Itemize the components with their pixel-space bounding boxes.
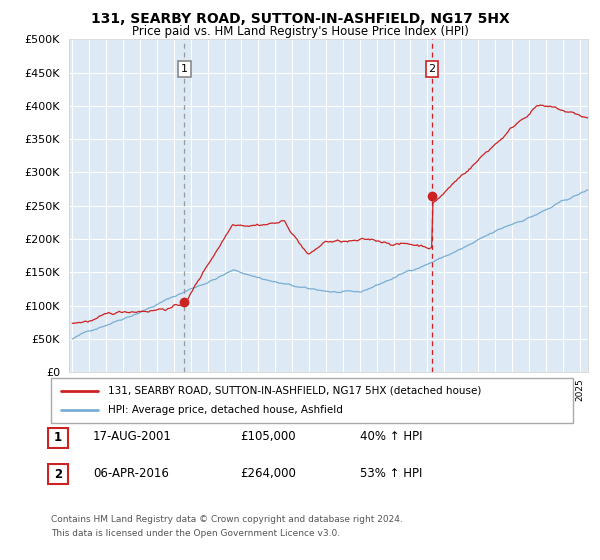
Text: This data is licensed under the Open Government Licence v3.0.: This data is licensed under the Open Gov…	[51, 529, 340, 538]
Text: 131, SEARBY ROAD, SUTTON-IN-ASHFIELD, NG17 5HX: 131, SEARBY ROAD, SUTTON-IN-ASHFIELD, NG…	[91, 12, 509, 26]
Text: £105,000: £105,000	[240, 430, 296, 444]
Text: 131, SEARBY ROAD, SUTTON-IN-ASHFIELD, NG17 5HX (detached house): 131, SEARBY ROAD, SUTTON-IN-ASHFIELD, NG…	[109, 385, 482, 395]
Text: 2: 2	[54, 468, 62, 481]
Text: 53% ↑ HPI: 53% ↑ HPI	[360, 466, 422, 480]
FancyBboxPatch shape	[48, 428, 68, 448]
FancyBboxPatch shape	[51, 378, 573, 423]
Text: 2: 2	[428, 64, 436, 74]
Text: 17-AUG-2001: 17-AUG-2001	[93, 430, 172, 444]
Text: £264,000: £264,000	[240, 466, 296, 480]
Text: 1: 1	[54, 431, 62, 445]
Text: 1: 1	[181, 64, 188, 74]
Text: 06-APR-2016: 06-APR-2016	[93, 466, 169, 480]
Text: Contains HM Land Registry data © Crown copyright and database right 2024.: Contains HM Land Registry data © Crown c…	[51, 515, 403, 524]
Text: 40% ↑ HPI: 40% ↑ HPI	[360, 430, 422, 444]
Text: HPI: Average price, detached house, Ashfield: HPI: Average price, detached house, Ashf…	[109, 405, 343, 416]
FancyBboxPatch shape	[48, 464, 68, 484]
Text: Price paid vs. HM Land Registry's House Price Index (HPI): Price paid vs. HM Land Registry's House …	[131, 25, 469, 38]
